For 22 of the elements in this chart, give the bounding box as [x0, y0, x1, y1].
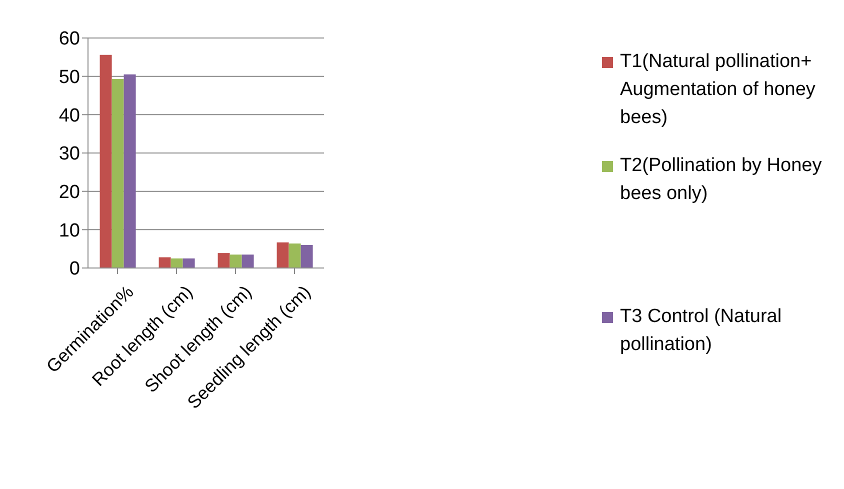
bar — [288, 243, 301, 268]
bar — [170, 258, 183, 268]
y-tick-label: 20 — [58, 182, 80, 204]
y-tick-label: 60 — [58, 28, 80, 50]
bar — [276, 242, 289, 268]
y-tick-label: 10 — [58, 220, 80, 242]
bar — [124, 74, 136, 268]
bar — [242, 254, 254, 268]
bar — [218, 253, 230, 268]
y-tick-label: 50 — [58, 67, 80, 88]
bar — [230, 254, 242, 268]
legend-label: T3 Control (Natural pollination) — [620, 305, 783, 357]
bar — [100, 54, 112, 268]
y-tick-label: 30 — [58, 144, 80, 165]
legend-label: T1(Natural pollination+ Augmentation of honey bees) — [620, 50, 816, 130]
legend-label: T2(Pollination by Honey bees only) — [620, 154, 823, 206]
bar — [300, 245, 313, 268]
y-tick-label: 0 — [69, 258, 80, 280]
bar — [112, 79, 124, 268]
bar — [158, 257, 171, 268]
y-tick-label: 40 — [58, 105, 80, 126]
bar — [182, 258, 195, 268]
